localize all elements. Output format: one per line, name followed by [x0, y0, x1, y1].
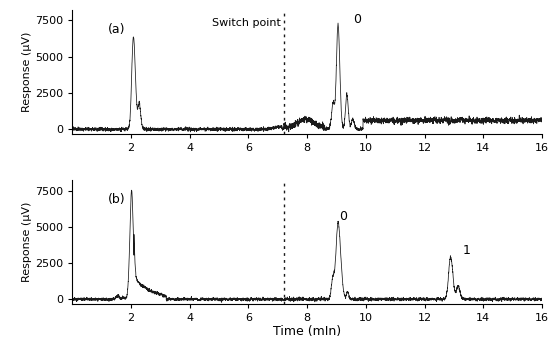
X-axis label: Time (mIn): Time (mIn) [273, 325, 341, 338]
Text: 0: 0 [340, 209, 348, 223]
Y-axis label: Response (μV): Response (μV) [22, 202, 32, 282]
Text: Switch point: Switch point [212, 18, 281, 28]
Text: (b): (b) [107, 193, 125, 206]
Y-axis label: Response (μV): Response (μV) [22, 32, 32, 112]
Text: 1: 1 [463, 244, 471, 257]
Text: 0: 0 [353, 13, 361, 27]
Text: (a): (a) [107, 23, 125, 36]
